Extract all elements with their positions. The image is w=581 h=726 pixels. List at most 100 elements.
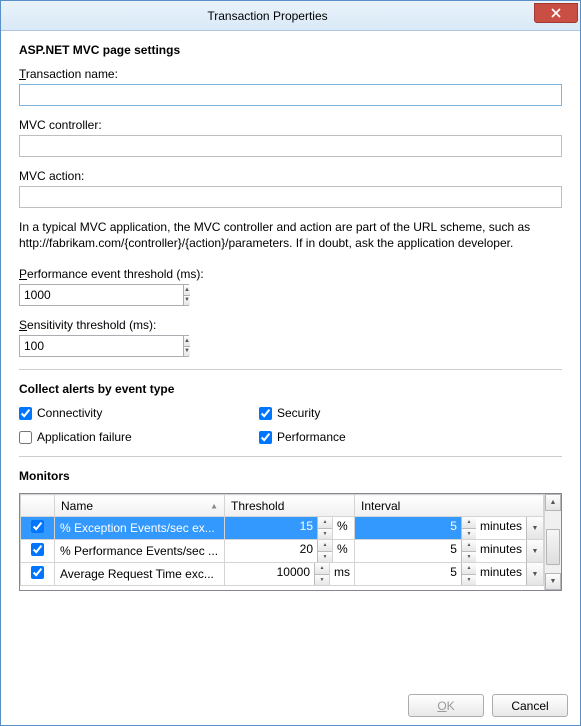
sensitivity-down[interactable]: ▼ [184,347,190,357]
col-interval[interactable]: Interval [355,495,544,517]
row-interval-cell: 5▲▼minutes▼ [355,563,544,586]
perf-threshold-spinner[interactable]: ▲ ▼ [19,284,189,306]
scroll-down[interactable]: ▼ [545,573,561,590]
row-checkbox[interactable] [31,566,44,579]
threshold-unit: % [332,540,354,562]
sensitivity-label: Sensitivity threshold (ms): [19,318,562,332]
chevron-down-icon[interactable]: ▼ [526,517,543,539]
sensitivity-up[interactable]: ▲ [184,336,190,347]
row-name-cell: % Performance Events/sec ... [55,540,225,563]
mvc-controller-label: MVC controller: [19,118,562,132]
threshold-value[interactable]: 20 [225,540,317,562]
table-row[interactable]: % Performance Events/sec ...20▲▼%5▲▼minu… [21,540,544,563]
perf-threshold-label: Performance event threshold (ms): [19,267,562,281]
row-interval-cell: 5▲▼minutes▼ [355,540,544,563]
threshold-up[interactable]: ▲ [318,517,332,529]
threshold-value[interactable]: 10000 [225,563,314,585]
interval-value[interactable]: 5 [355,563,461,585]
threshold-down[interactable]: ▼ [318,529,332,540]
connectivity-text: Connectivity [37,406,102,420]
scroll-track[interactable] [545,511,561,573]
transaction-name-label: Transaction name: [19,67,562,81]
mvc-action-input[interactable] [19,186,562,208]
row-check-cell [21,517,55,540]
col-threshold[interactable]: Threshold [225,495,355,517]
security-checkbox[interactable] [259,407,272,420]
row-name-cell: Average Request Time exc... [55,563,225,586]
interval-unit: minutes [476,563,526,585]
interval-up[interactable]: ▲ [462,517,476,529]
chevron-down-icon[interactable]: ▼ [526,540,543,562]
threshold-unit: % [332,517,354,539]
interval-down[interactable]: ▼ [462,552,476,563]
ok-button[interactable]: OK [408,694,484,717]
dialog-buttons: OK Cancel [1,686,580,725]
transaction-name-input[interactable] [19,84,562,106]
col-check[interactable] [21,495,55,517]
perf-threshold-input[interactable] [20,285,183,305]
security-checkbox-label[interactable]: Security [259,406,499,420]
monitors-table: Name▲ Threshold Interval % Exception Eve… [20,494,544,586]
perf-threshold-down[interactable]: ▼ [184,296,190,306]
divider-1 [19,369,562,370]
table-row[interactable]: % Exception Events/sec ex...15▲▼%5▲▼minu… [21,517,544,540]
interval-value[interactable]: 5 [355,517,461,539]
dialog-window: Transaction Properties ASP.NET MVC page … [0,0,581,726]
interval-unit-combo[interactable]: minutes▼ [476,540,543,562]
sensitivity-input[interactable] [20,336,183,356]
mvc-action-label: MVC action: [19,169,562,183]
row-check-cell [21,563,55,586]
interval-unit-combo[interactable]: minutes▼ [476,563,543,585]
chevron-down-icon[interactable]: ▼ [526,563,543,585]
interval-down[interactable]: ▼ [462,529,476,540]
window-title: Transaction Properties [1,9,534,23]
perf-threshold-up[interactable]: ▲ [184,285,190,296]
row-check-cell [21,540,55,563]
mvc-help-text: In a typical MVC application, the MVC co… [19,220,562,251]
connectivity-checkbox[interactable] [19,407,32,420]
scroll-up[interactable]: ▲ [545,494,561,511]
content-area: ASP.NET MVC page settings Transaction na… [1,31,580,686]
close-icon [551,8,561,18]
threshold-up[interactable]: ▲ [318,540,332,552]
performance-checkbox[interactable] [259,431,272,444]
interval-up[interactable]: ▲ [462,540,476,552]
monitors-header-row: Name▲ Threshold Interval [21,495,544,517]
mvc-controller-input[interactable] [19,135,562,157]
interval-unit: minutes [476,540,526,562]
scroll-thumb[interactable] [546,529,560,565]
appfailure-text: Application failure [37,430,132,444]
close-button[interactable] [534,3,578,23]
interval-unit-combo[interactable]: minutes▼ [476,517,543,539]
interval-value[interactable]: 5 [355,540,461,562]
appfailure-checkbox-label[interactable]: Application failure [19,430,259,444]
page-settings-heading: ASP.NET MVC page settings [19,43,562,57]
sensitivity-spinner[interactable]: ▲ ▼ [19,335,189,357]
threshold-down[interactable]: ▼ [318,552,332,563]
connectivity-checkbox-label[interactable]: Connectivity [19,406,259,420]
sort-icon: ▲ [210,501,218,510]
table-row[interactable]: Average Request Time exc...10000▲▼ms5▲▼m… [21,563,544,586]
cancel-button[interactable]: Cancel [492,694,568,717]
threshold-value[interactable]: 15 [225,517,317,539]
appfailure-checkbox[interactable] [19,431,32,444]
interval-up[interactable]: ▲ [462,563,476,575]
col-name[interactable]: Name▲ [55,495,225,517]
interval-down[interactable]: ▼ [462,575,476,586]
row-name: % Performance Events/sec ... [55,542,224,560]
row-checkbox[interactable] [31,520,44,533]
row-interval-cell: 5▲▼minutes▼ [355,517,544,540]
performance-checkbox-label[interactable]: Performance [259,430,499,444]
security-text: Security [277,406,320,420]
row-name-cell: % Exception Events/sec ex... [55,517,225,540]
threshold-up[interactable]: ▲ [315,563,329,575]
monitors-scrollbar[interactable]: ▲ ▼ [544,494,561,590]
row-checkbox[interactable] [31,543,44,556]
threshold-down[interactable]: ▼ [315,575,329,586]
performance-text: Performance [277,430,346,444]
titlebar[interactable]: Transaction Properties [1,1,580,31]
row-name: Average Request Time exc... [55,565,224,583]
threshold-unit: ms [329,563,354,585]
row-threshold-cell: 20▲▼% [225,540,355,563]
interval-unit: minutes [476,517,526,539]
